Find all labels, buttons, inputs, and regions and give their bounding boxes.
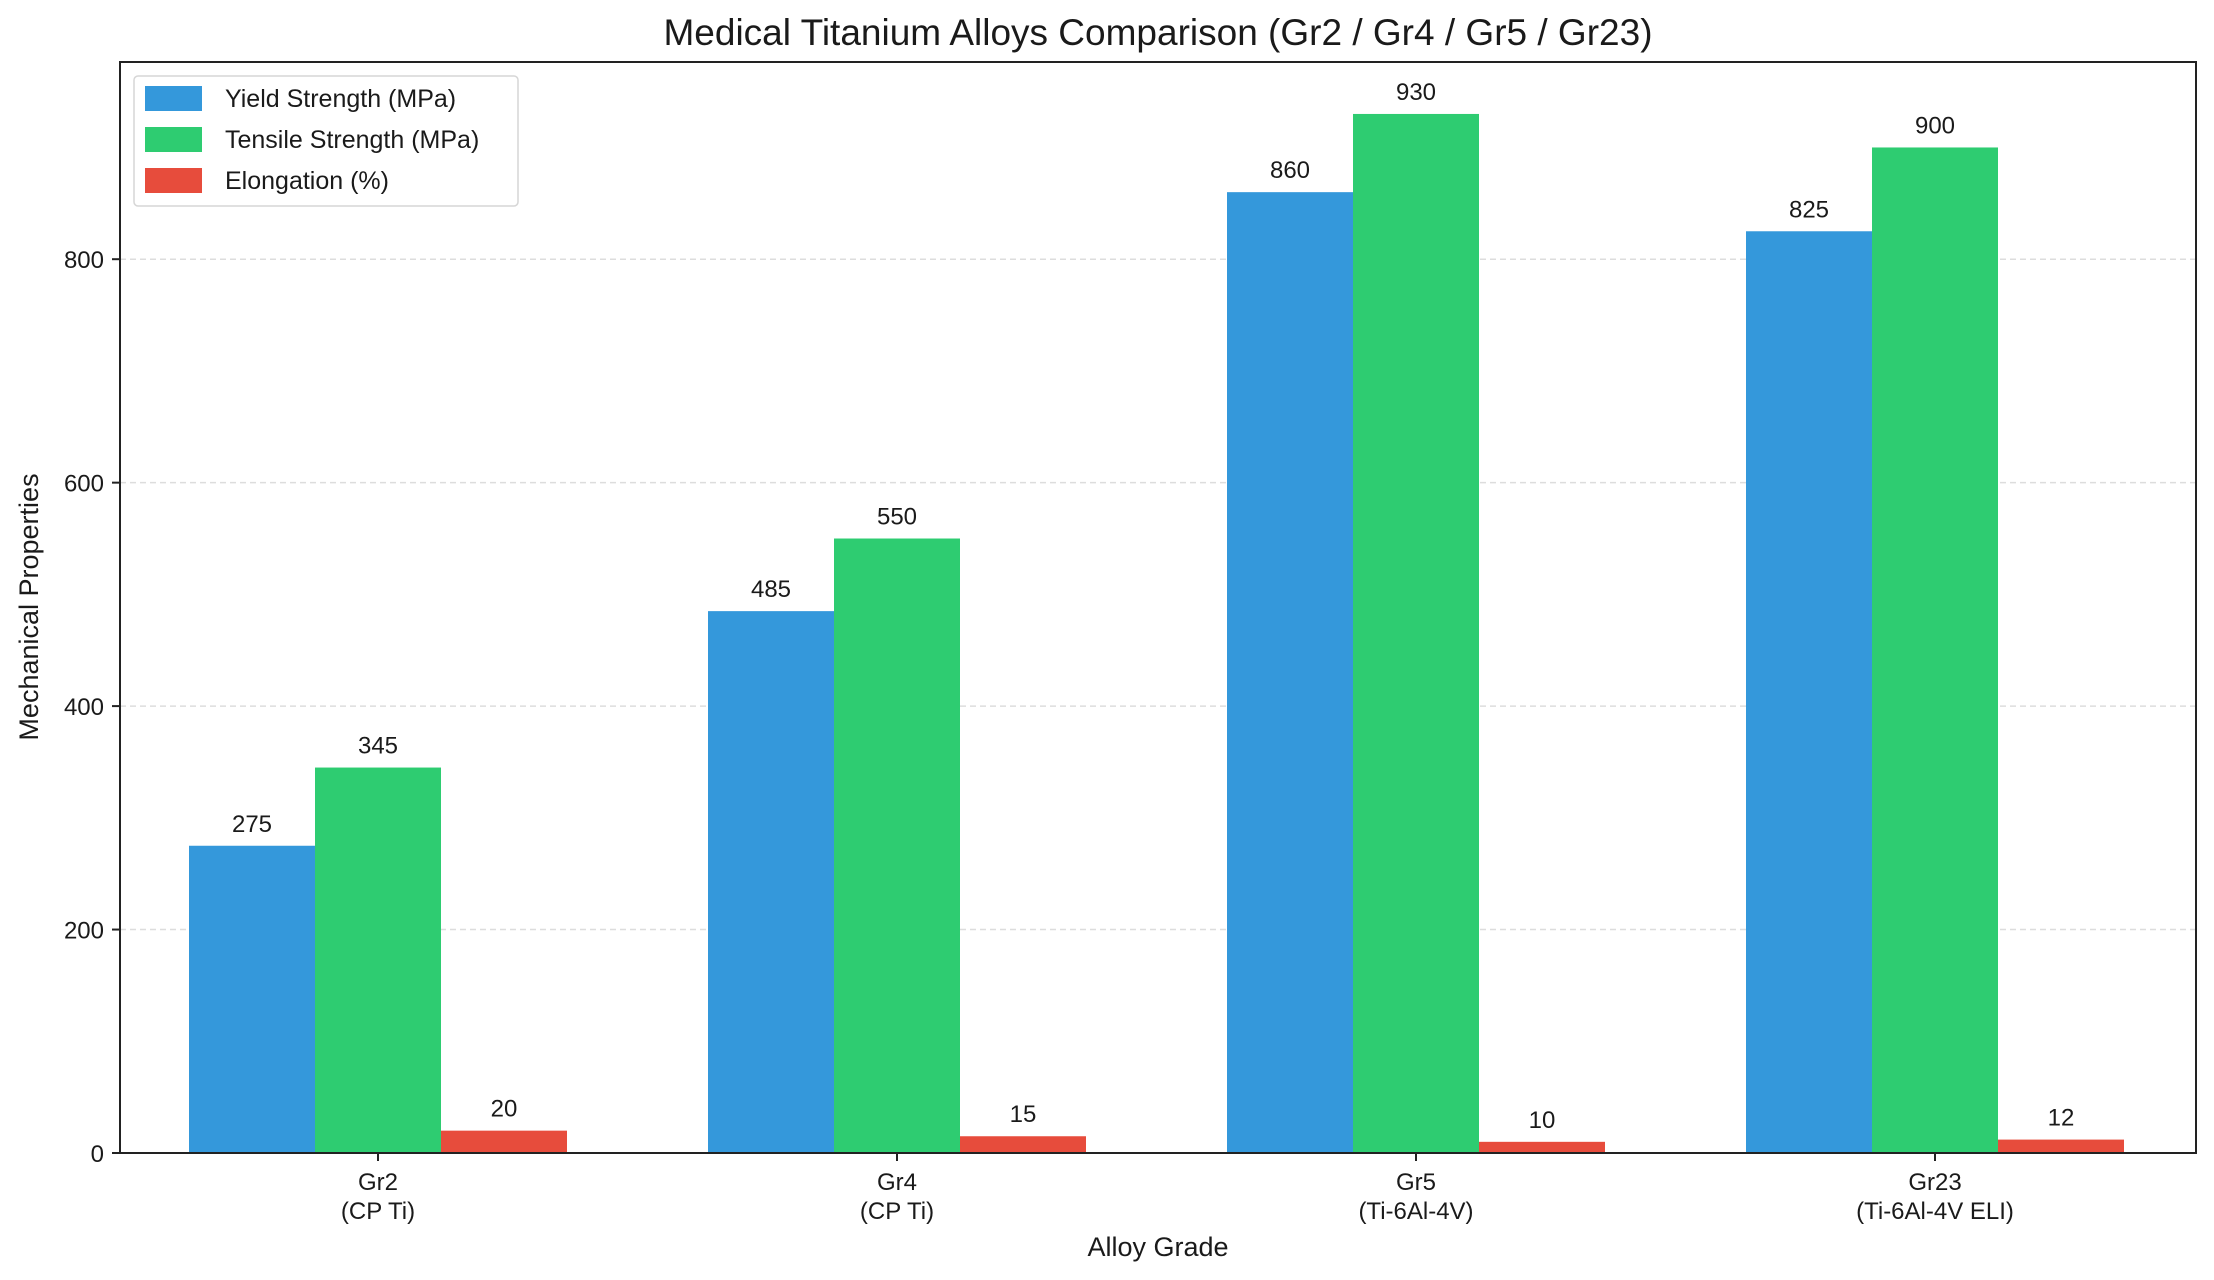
x-tick-label: (CP Ti) xyxy=(860,1198,934,1225)
chart-title: Medical Titanium Alloys Comparison (Gr2 … xyxy=(663,12,1652,53)
y-tick-label: 800 xyxy=(64,247,104,274)
legend-label: Yield Strength (MPa) xyxy=(225,85,456,113)
x-tick-label: (Ti-6Al-4V ELI) xyxy=(1856,1198,2014,1225)
data-label: 345 xyxy=(358,733,398,760)
legend-box xyxy=(133,75,519,207)
data-labels: 275 345 20 485 550 15 860 930 10 825 900 12 xyxy=(232,79,2074,1134)
bar-tensile xyxy=(315,767,441,1153)
legend-label: Tensile Strength (MPa) xyxy=(225,126,479,154)
bar-tensile xyxy=(834,538,960,1153)
data-label: 860 xyxy=(1270,157,1310,184)
x-axis-ticks: Gr2(CP Ti)Gr4(CP Ti)Gr5(Ti-6Al-4V)Gr23(T… xyxy=(341,1153,2014,1225)
x-tick-label: (Ti-6Al-4V) xyxy=(1358,1198,1473,1225)
bar-yield xyxy=(1746,231,1872,1153)
x-axis-label: Alloy Grade xyxy=(1087,1232,1228,1262)
legend-swatch xyxy=(145,168,202,193)
bar-elongation xyxy=(1998,1139,2124,1153)
bars xyxy=(189,113,2124,1154)
data-label: 275 xyxy=(232,811,272,838)
x-tick-label: Gr2 xyxy=(358,1169,398,1196)
x-tick-label: Gr5 xyxy=(1396,1169,1436,1196)
bar-elongation xyxy=(960,1136,1086,1153)
y-axis-label: Mechanical Properties xyxy=(14,473,44,740)
data-label: 550 xyxy=(877,504,917,531)
x-tick-label: Gr23 xyxy=(1908,1169,1961,1196)
legend-label: Elongation (%) xyxy=(225,167,389,195)
bar-yield xyxy=(189,845,315,1153)
bar-tensile xyxy=(1353,113,1479,1153)
plot-frame xyxy=(119,61,2197,1154)
legend: Yield Strength (MPa) Tensile Strength (MP… xyxy=(133,75,519,207)
y-tick-label: 600 xyxy=(64,471,104,498)
y-tick-label: 0 xyxy=(91,1141,104,1168)
legend-swatch xyxy=(145,86,202,111)
data-label: 10 xyxy=(1529,1107,1556,1134)
bar-elongation xyxy=(1479,1141,1605,1153)
data-label: 825 xyxy=(1789,196,1829,223)
data-label: 15 xyxy=(1010,1101,1037,1128)
y-tick-label: 200 xyxy=(64,918,104,945)
data-label: 485 xyxy=(751,576,791,603)
data-label: 900 xyxy=(1915,112,1955,139)
y-tick-label: 400 xyxy=(64,694,104,721)
bar-tensile xyxy=(1872,147,1998,1154)
x-tick-label: (CP Ti) xyxy=(341,1198,415,1225)
x-tick-label: Gr4 xyxy=(877,1169,917,1196)
data-label: 930 xyxy=(1396,79,1436,106)
bar-elongation xyxy=(441,1130,567,1153)
bar-yield xyxy=(708,611,834,1153)
bar-yield xyxy=(1227,192,1353,1153)
y-axis-ticks: 0 200 400 600 800 xyxy=(64,247,120,1168)
data-label: 20 xyxy=(491,1096,518,1123)
data-label: 12 xyxy=(2048,1105,2075,1132)
legend-swatch xyxy=(145,127,202,152)
